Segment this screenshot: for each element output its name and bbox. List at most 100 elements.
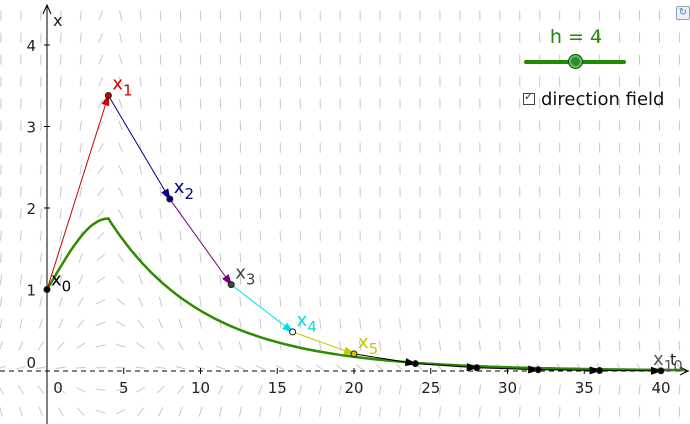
- field-slope: [0, 340, 4, 350]
- euler-point[interactable]: [411, 360, 419, 368]
- point-label: x0: [51, 270, 71, 296]
- field-slope: [118, 142, 123, 153]
- direction-field-checkbox[interactable]: ✓: [523, 90, 535, 105]
- field-slope: [318, 384, 322, 395]
- x-tick-label: 20: [344, 379, 363, 397]
- field-slope: [398, 384, 402, 395]
- field-slope: [238, 384, 243, 395]
- x-tick-label: 35: [575, 379, 594, 397]
- y-tick-label: 1: [26, 282, 36, 300]
- field-slope: [57, 341, 65, 350]
- field-slope: [95, 388, 106, 391]
- field-slope: [76, 387, 86, 393]
- field-slope: [159, 32, 162, 43]
- h-slider[interactable]: h = 4: [520, 26, 632, 72]
- field-slope: [98, 10, 103, 21]
- field-slope: [159, 164, 162, 175]
- field-slope: [158, 296, 163, 307]
- field-slope: [177, 341, 184, 351]
- field-slope: [40, 142, 42, 153]
- field-slope: [159, 120, 162, 131]
- field-slope: [199, 164, 202, 175]
- field-slope: [335, 364, 345, 372]
- field-slope: [40, 76, 42, 87]
- field-slope: [79, 186, 83, 197]
- field-slope: [518, 406, 521, 417]
- euler-point[interactable]: [596, 367, 604, 375]
- field-slope: [218, 406, 223, 417]
- euler-point[interactable]: [473, 364, 481, 372]
- euler-point[interactable]: [166, 195, 174, 203]
- field-slope: [20, 142, 22, 153]
- field-slope: [199, 274, 202, 285]
- field-slope: [235, 365, 246, 371]
- y-tick-label: 3: [26, 119, 36, 137]
- field-slope: [198, 406, 203, 417]
- euler-point[interactable]: [227, 281, 235, 289]
- field-slope: [78, 274, 84, 285]
- field-slope: [77, 297, 84, 307]
- euler-point[interactable]: [657, 367, 665, 375]
- euler-point[interactable]: [534, 366, 542, 374]
- field-slope: [96, 254, 105, 262]
- euler-point[interactable]: [104, 92, 112, 100]
- field-slope: [118, 98, 123, 109]
- field-slope: [179, 142, 182, 153]
- field-slope: [59, 164, 62, 175]
- direction-field-toggle[interactable]: ✓ direction field: [523, 87, 664, 111]
- field-slope: [136, 342, 145, 350]
- arrowhead-icon: [589, 366, 602, 375]
- field-slope: [95, 344, 106, 348]
- field-slope: [518, 340, 521, 351]
- field-slope: [219, 296, 222, 307]
- euler-point[interactable]: [350, 350, 358, 358]
- field-slope: [159, 98, 162, 109]
- field-slope: [638, 384, 641, 395]
- field-slope: [98, 98, 104, 109]
- field-slope: [20, 208, 22, 219]
- field-slope: [115, 343, 126, 348]
- euler-segments: [46, 93, 663, 375]
- field-slope: [56, 386, 65, 394]
- field-slope: [157, 341, 165, 350]
- field-slope: [259, 318, 262, 329]
- field-slope: [57, 407, 64, 417]
- euler-point[interactable]: [289, 328, 297, 336]
- field-slope: [118, 164, 124, 175]
- refresh-icon[interactable]: ↻: [676, 6, 690, 20]
- field-slope: [159, 76, 162, 87]
- field-slope: [39, 230, 42, 241]
- field-slope: [139, 54, 142, 65]
- field-slope: [219, 230, 222, 241]
- field-slope: [299, 406, 302, 417]
- x-axis-label: t: [670, 350, 676, 369]
- slider-knob[interactable]: [568, 54, 583, 69]
- field-slope: [39, 186, 42, 197]
- field-slope: [117, 209, 124, 219]
- field-slope: [339, 318, 342, 329]
- field-slope: [40, 98, 42, 109]
- euler-point[interactable]: [43, 286, 51, 293]
- field-slope: [17, 385, 25, 395]
- field-slope: [215, 365, 226, 370]
- field-slope: [137, 319, 144, 329]
- field-slope: [239, 296, 242, 307]
- field-slope: [15, 365, 26, 370]
- field-slope: [38, 406, 44, 417]
- arrowhead-icon: [528, 365, 541, 374]
- field-slope: [19, 252, 22, 263]
- field-slope: [199, 186, 202, 197]
- field-slope: [399, 318, 401, 329]
- field-slope: [279, 406, 282, 417]
- field-slope: [139, 208, 143, 219]
- field-slope: [159, 54, 162, 65]
- field-slope: [76, 342, 86, 349]
- field-slope: [0, 274, 2, 285]
- field-slope: [179, 274, 182, 285]
- field-slope: [59, 120, 62, 131]
- field-slope: [156, 385, 165, 394]
- field-slope: [238, 406, 242, 417]
- field-slope: [518, 384, 521, 395]
